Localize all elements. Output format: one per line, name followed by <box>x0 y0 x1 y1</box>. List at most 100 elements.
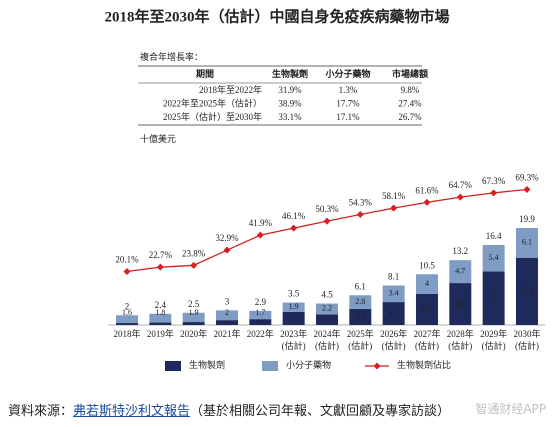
bar-segment <box>415 293 438 325</box>
line-marker <box>256 231 264 239</box>
line-label: 23.8% <box>182 248 206 258</box>
line-marker <box>523 186 531 193</box>
segment-label: 2 <box>225 308 229 317</box>
bar-segment <box>349 295 372 309</box>
x-tick-label: 2029年 <box>480 328 507 339</box>
segment-label: 4.7 <box>455 266 465 275</box>
segment-label: 1.2 <box>255 316 265 325</box>
segment-label: 1.6 <box>122 308 132 317</box>
total-label: 19.9 <box>519 214 535 224</box>
source-name: 弗若斯特沙利文報告 <box>73 403 191 418</box>
source: 資料來源：弗若斯特沙利文報告（基於相關公司年報、文獻回顧及專家訪談） <box>8 400 450 419</box>
x-tick-label: (估計) <box>315 340 339 351</box>
segment-label: 3.3 <box>355 312 365 321</box>
table-cell: 2022年至2025年（估計） <box>163 98 262 109</box>
total-label: 3 <box>225 296 230 306</box>
x-tick-label: 2020年 <box>180 328 207 339</box>
total-label: 3.5 <box>288 289 300 299</box>
line-marker <box>423 198 431 206</box>
segment-label: 1 <box>225 316 229 325</box>
x-tick-label: 2018年 <box>113 328 140 339</box>
x-tick-label: (估計) <box>448 340 472 351</box>
legend-marker <box>373 362 381 370</box>
line-marker <box>490 189 498 197</box>
x-tick-label: 2026年 <box>380 328 407 339</box>
segment-label: 8.6 <box>455 299 465 308</box>
legend-swatch <box>165 361 181 371</box>
bar-segment <box>349 308 372 325</box>
bar-segment <box>149 313 172 323</box>
total-label: 4.5 <box>321 290 333 300</box>
total-label: 13.2 <box>452 246 468 256</box>
line-marker <box>323 217 331 225</box>
line-marker <box>456 193 464 201</box>
total-label: 10.5 <box>419 260 435 270</box>
bar-segment <box>282 302 305 312</box>
segment-label: 11 <box>490 293 498 302</box>
bar-segment <box>249 310 272 320</box>
segment-label: 6.1 <box>522 238 532 247</box>
legend-label: 小分子藥物 <box>286 359 331 370</box>
bar-segment <box>449 283 472 325</box>
table-cell: 33.1% <box>278 112 302 122</box>
line-label: 64.7% <box>449 180 473 190</box>
x-tick-label: 2019年 <box>147 328 174 339</box>
segment-label: 1.9 <box>289 302 299 311</box>
table-cell: 17.1% <box>336 112 360 122</box>
bar-segment <box>482 271 505 325</box>
table-cell: 2018年至2022年 <box>199 84 262 95</box>
segment-label: 1.7 <box>255 308 265 317</box>
x-tick-label: (估計) <box>515 340 539 351</box>
table-cell: 9.8% <box>401 85 420 95</box>
bar-segment <box>282 311 305 325</box>
table-header: 生物製劑 <box>272 68 308 79</box>
line-series <box>126 188 528 273</box>
x-tick-label: (估計) <box>382 340 406 351</box>
table-cell: 1.3% <box>339 85 358 95</box>
bar-segment <box>482 245 505 272</box>
segment-label: 13.8 <box>520 286 534 295</box>
bar-segment <box>116 315 138 324</box>
table-cell: 38.9% <box>278 99 302 109</box>
total-label: 2.4 <box>155 300 167 310</box>
line-label: 50.3% <box>315 204 339 214</box>
total-label: 2 <box>125 301 130 311</box>
legend-label: 生物製劑 <box>189 359 225 370</box>
watermark: 智通财经APP <box>475 402 546 416</box>
x-tick-label: (估計) <box>415 340 439 351</box>
line-marker <box>390 204 398 212</box>
line-label: 20.1% <box>115 255 139 265</box>
bar-segment <box>116 323 138 325</box>
table-header: 期間 <box>196 68 214 79</box>
table-cell: 26.7% <box>398 112 422 122</box>
line-label: 54.3% <box>349 198 373 208</box>
source-label: 資料來源： <box>8 403 74 418</box>
total-label: 2.5 <box>188 299 200 309</box>
bar-segment <box>382 302 405 325</box>
total-label: 6.1 <box>355 281 366 291</box>
x-tick-label: 2027年 <box>413 328 440 339</box>
line-label: 41.9% <box>249 218 273 228</box>
line-marker <box>223 246 231 254</box>
segment-label: 1.8 <box>155 308 165 317</box>
line-marker <box>356 211 364 218</box>
segment-label: 6.4 <box>422 304 432 313</box>
unit-label: 十億美元 <box>140 133 176 144</box>
line-label: 67.3% <box>482 176 506 186</box>
line-label: 69.3% <box>515 173 539 183</box>
table-header: 小分子藥物 <box>324 68 370 79</box>
bar-segment <box>215 320 238 325</box>
line-marker <box>190 261 198 269</box>
segment-label: 5.4 <box>489 253 499 262</box>
chart-title: 2018年至2030年（估計）中國自身免疫疾病藥物市場 <box>104 7 449 25</box>
line-label: 61.6% <box>415 185 439 195</box>
line-marker <box>156 263 164 271</box>
total-label: 2.9 <box>255 297 267 307</box>
x-tick-label: (估計) <box>482 340 506 351</box>
segment-label: 2.2 <box>322 304 332 313</box>
segment-label: 4.7 <box>389 308 399 317</box>
source-note: （基於相關公司年報、文獻回顧及專家訪談） <box>190 403 451 418</box>
line-marker <box>290 224 298 232</box>
table-cell: 27.4% <box>398 99 422 109</box>
x-tick-label: 2024年 <box>313 328 340 339</box>
